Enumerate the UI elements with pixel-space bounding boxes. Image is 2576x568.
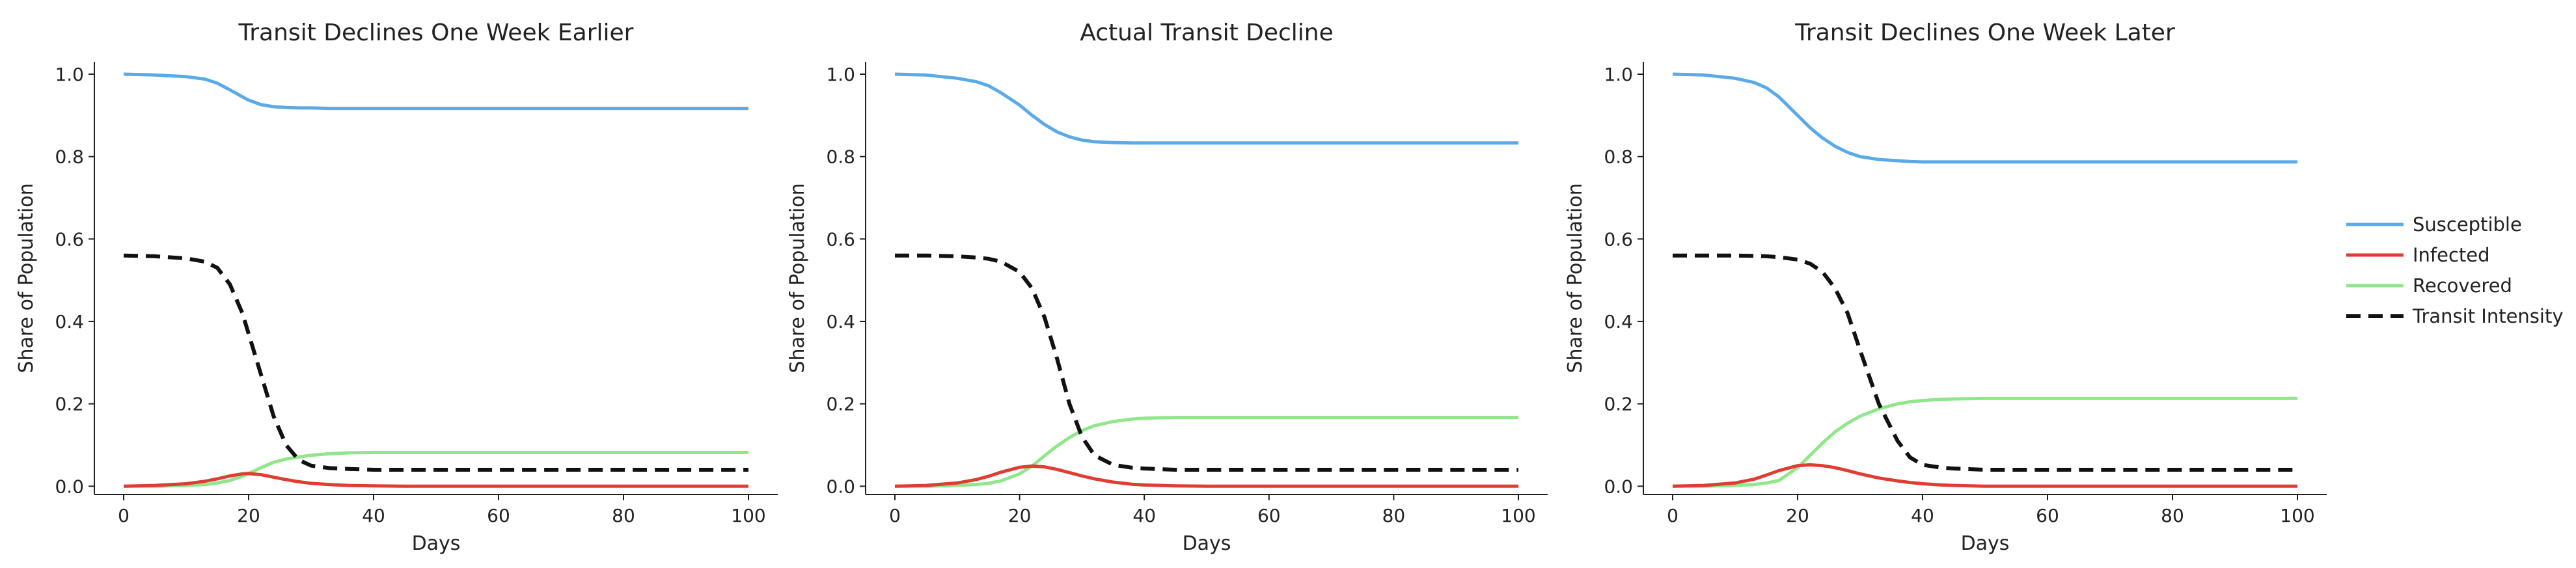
- series-line-transit-intensity: [123, 253, 748, 472]
- series-line-susceptible: [1672, 72, 2297, 164]
- y-tick-label: 1.0: [1604, 64, 1633, 85]
- x-tick-label: 20: [1008, 505, 1032, 526]
- y-tick-label: 0.8: [1604, 146, 1633, 168]
- x-tick-label: 40: [1911, 505, 1934, 526]
- legend-label: Infected: [2413, 244, 2490, 266]
- legend: Susceptible Infected Recovered Transit Inte…: [2346, 213, 2564, 327]
- y-tick-label: 0.2: [1604, 394, 1633, 415]
- x-axis-label: Days: [1961, 532, 2010, 555]
- chart-title: Transit Declines One Week Later: [1794, 20, 2175, 46]
- chart-title: Actual Transit Decline: [1080, 20, 1334, 46]
- x-tick-label: 60: [1257, 505, 1281, 526]
- x-tick-label: 60: [2036, 505, 2059, 526]
- x-tick-label: 100: [1501, 505, 1535, 526]
- y-tick-label: 0.6: [1604, 228, 1633, 250]
- x-tick-label: 40: [362, 505, 385, 526]
- chart-panel-2: Actual Transit Decline 0.0 0.2 0.4 0.6 0.8 1.0…: [786, 20, 1548, 555]
- y-tick-label: 0.0: [55, 476, 84, 497]
- x-tick-label: 100: [731, 505, 765, 526]
- y-tick-label: 0.4: [826, 311, 855, 332]
- x-tick-label: 40: [1132, 505, 1156, 526]
- y-tick-label: 1.0: [826, 64, 855, 85]
- series-line-infected: [1672, 463, 2297, 488]
- x-tick-label: 20: [237, 505, 260, 526]
- x-tick-label: 80: [1382, 505, 1406, 526]
- x-tick-label: 80: [2161, 505, 2184, 526]
- y-tick-label: 0.0: [1604, 476, 1633, 497]
- chart-title: Transit Declines One Week Earlier: [238, 20, 634, 46]
- series-line-recovered: [124, 450, 748, 488]
- series-line-transit-intensity: [1673, 253, 2297, 472]
- y-axis-label: Share of Population: [15, 183, 38, 373]
- chart-panel-3: Transit Declines One Week Later 0.0 0.2 0.4…: [1564, 20, 2327, 555]
- series-line-infected: [123, 472, 748, 488]
- x-tick-label: 0: [118, 505, 130, 526]
- series-line-transit-intensity: [895, 253, 1518, 472]
- legend-label: Recovered: [2413, 275, 2512, 297]
- y-tick-label: 0.2: [826, 394, 855, 415]
- y-axis-label: Share of Population: [786, 183, 809, 373]
- x-tick-label: 20: [1786, 505, 1809, 526]
- y-tick-label: 1.0: [55, 64, 84, 85]
- x-axis-label: Days: [412, 532, 461, 555]
- x-axis-label: Days: [1183, 532, 1231, 555]
- x-tick-label: 0: [889, 505, 901, 526]
- y-tick-label: 0.8: [55, 146, 84, 168]
- y-tick-label: 0.2: [55, 394, 84, 415]
- x-tick-label: 60: [487, 505, 510, 526]
- x-tick-label: 100: [2280, 505, 2314, 526]
- y-tick-label: 0.0: [826, 476, 855, 497]
- y-tick-label: 0.4: [1604, 311, 1633, 332]
- series-line-infected: [894, 464, 1518, 488]
- y-tick-label: 0.4: [55, 311, 84, 332]
- y-tick-label: 0.6: [55, 228, 84, 250]
- series-line-recovered: [1673, 396, 2297, 488]
- series-line-recovered: [895, 416, 1518, 488]
- x-tick-label: 80: [612, 505, 635, 526]
- series-line-susceptible: [894, 72, 1518, 145]
- chart-panels: Transit Declines One Week Earlier 0.0 0.2 0…: [15, 20, 2327, 555]
- series-line-susceptible: [123, 72, 748, 111]
- y-axis-label: Share of Population: [1564, 183, 1587, 373]
- legend-label: Transit Intensity: [2412, 305, 2564, 327]
- chart-panel-1: Transit Declines One Week Earlier 0.0 0.2 0…: [15, 20, 778, 555]
- y-tick-label: 0.6: [826, 228, 855, 250]
- legend-label: Susceptible: [2413, 213, 2522, 236]
- y-tick-label: 0.8: [826, 146, 855, 168]
- x-tick-label: 0: [1667, 505, 1679, 526]
